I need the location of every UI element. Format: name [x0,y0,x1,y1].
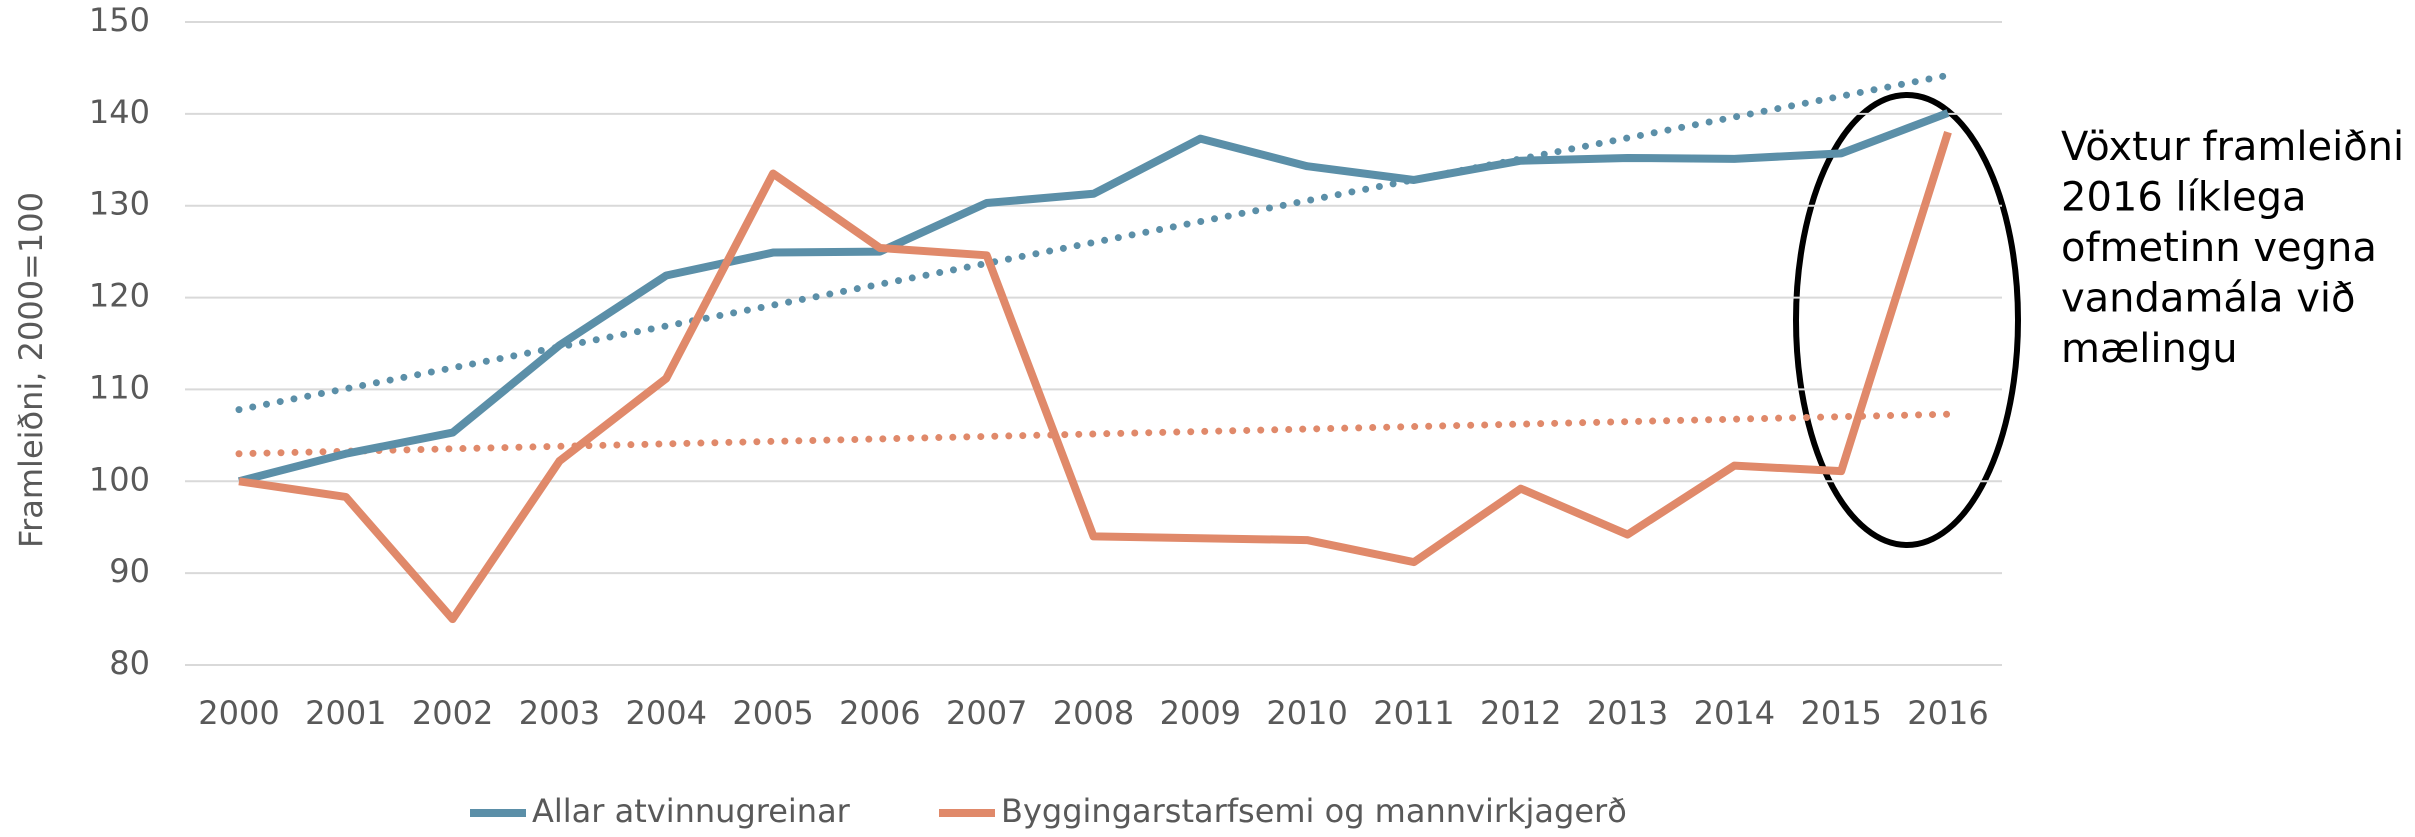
y-tick-label: 130 [89,185,150,223]
x-tick-label: 2008 [1053,694,1134,732]
y-tick-label: 150 [89,1,150,39]
x-tick-label: 2011 [1373,694,1454,732]
y-tick-label: 120 [89,277,150,315]
annotation: mælingu [2061,326,2238,372]
series-line [238,131,1952,624]
trend-line [235,71,1952,414]
annotation: Vöxtur framleiðni [2061,124,2404,170]
x-tick-label: 2000 [198,694,279,732]
x-tick-label: 2010 [1266,694,1347,732]
x-tick-label: 2003 [519,694,600,732]
x-tick-label: 2012 [1480,694,1561,732]
y-tick-label: 140 [89,93,150,131]
x-tick-label: 2014 [1694,694,1775,732]
x-tick-label: 2002 [412,694,493,732]
x-tick-label: 2007 [946,694,1027,732]
highlight-ellipse [1793,92,2021,548]
x-tick-label: 2015 [1800,694,1881,732]
x-tick-label: 2006 [839,694,920,732]
annotation: 2016 líklega [2061,175,2307,221]
y-axis-label: Framleiðni, 2000=100 [12,192,50,548]
y-tick-label: 90 [109,552,150,590]
x-tick-label: 2005 [732,694,813,732]
x-tick-label: 2016 [1907,694,1988,732]
x-tick-label: 2013 [1587,694,1668,732]
y-tick-label: 110 [89,368,150,406]
y-tick-label: 100 [89,460,150,498]
trend-line [235,410,1952,458]
annotation: ofmetinn vegna [2061,225,2377,271]
x-tick-label: 2009 [1160,694,1241,732]
legend-label: Allar atvinnugreinar [532,792,851,830]
y-tick-label: 80 [109,644,150,682]
x-tick-label: 2001 [305,694,386,732]
annotation: vandamála við [2061,276,2356,322]
legend-label: Byggingarstarfsemi og mannvirkjagerð [1001,792,1627,830]
series-line [238,109,1950,486]
x-tick-label: 2004 [626,694,707,732]
